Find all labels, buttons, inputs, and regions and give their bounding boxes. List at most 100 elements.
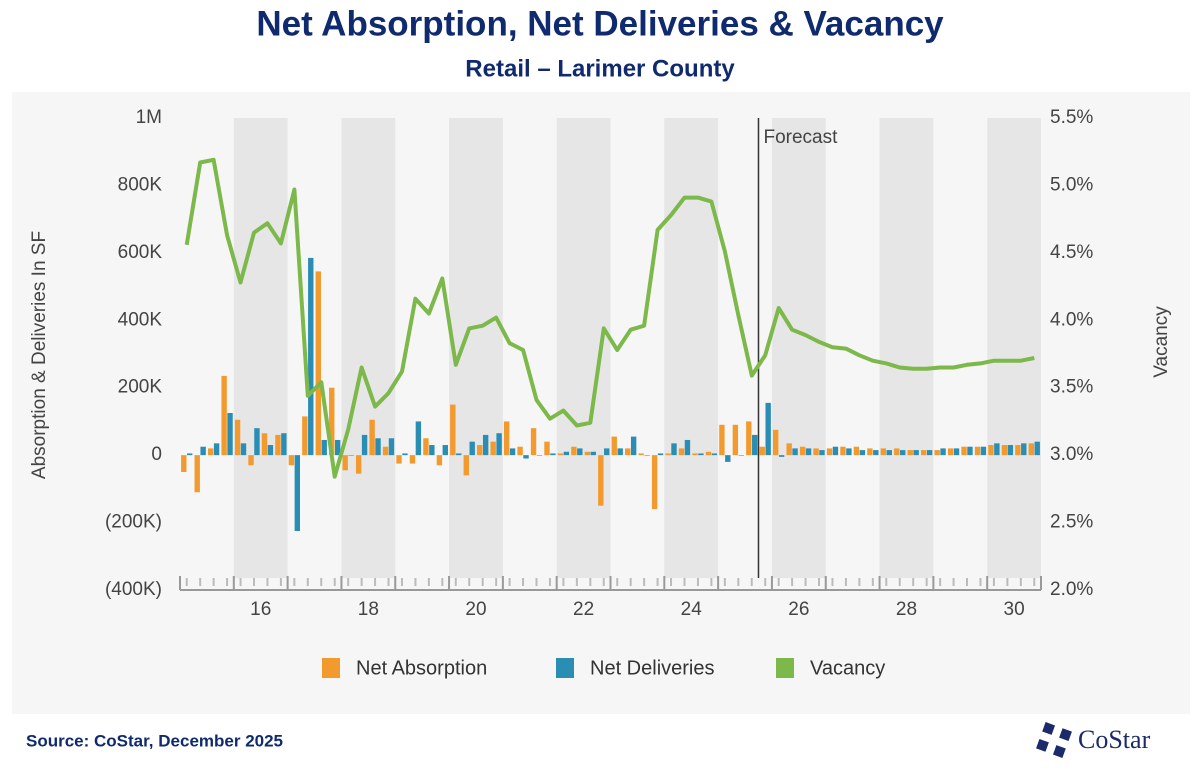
bar xyxy=(859,450,866,456)
legend-swatch xyxy=(776,658,794,678)
bar xyxy=(530,428,537,456)
bar xyxy=(778,455,785,457)
year-band xyxy=(233,118,288,578)
bar xyxy=(396,455,402,464)
bar xyxy=(786,443,792,456)
bar xyxy=(913,450,919,456)
bar xyxy=(329,387,335,456)
bar xyxy=(482,434,489,456)
logo: CoStar xyxy=(1078,725,1151,754)
bar xyxy=(900,450,906,456)
bar xyxy=(382,446,389,456)
bar xyxy=(920,450,927,456)
x-tick-label: 16 xyxy=(250,599,271,620)
bar xyxy=(832,446,839,456)
bar xyxy=(234,419,241,456)
legend-swatch xyxy=(322,658,340,678)
bar xyxy=(456,453,462,456)
bar xyxy=(638,453,644,456)
y2-tick-label: 5.0% xyxy=(1050,174,1093,195)
bar xyxy=(207,448,214,456)
bar xyxy=(940,448,946,456)
bar xyxy=(759,446,765,456)
legend-label: Vacancy xyxy=(810,657,885,679)
bar xyxy=(719,424,725,456)
bar xyxy=(678,448,685,456)
legend-label: Net Deliveries xyxy=(590,657,714,679)
bar xyxy=(496,433,502,456)
bar xyxy=(281,433,287,456)
bar xyxy=(657,453,664,456)
bar xyxy=(463,455,469,476)
bar xyxy=(604,448,610,456)
y2-tick-label: 4.0% xyxy=(1050,309,1093,330)
bar xyxy=(388,438,395,456)
x-tick-label: 28 xyxy=(896,599,917,620)
bar xyxy=(625,448,631,456)
bar xyxy=(644,455,650,456)
bar xyxy=(974,446,981,456)
y2-axis-label: Vacancy xyxy=(1151,306,1172,378)
bar xyxy=(550,453,556,456)
year-band xyxy=(664,118,719,578)
bar xyxy=(302,416,308,456)
bar xyxy=(732,424,739,456)
bar xyxy=(517,446,523,456)
bar xyxy=(671,443,677,456)
bar xyxy=(926,450,933,456)
bar xyxy=(1015,445,1021,456)
chart-title: Net Absorption, Net Deliveries & Vacancy xyxy=(256,4,944,43)
bar xyxy=(181,455,187,472)
y-tick-label: (400K) xyxy=(105,579,162,600)
bar xyxy=(409,455,416,464)
bar xyxy=(765,402,771,456)
y-axis-label: Absorption & Deliveries In SF xyxy=(29,231,50,479)
bar xyxy=(773,429,779,456)
bar xyxy=(1001,445,1008,456)
x-tick-label: 26 xyxy=(788,599,809,620)
bar xyxy=(907,450,913,456)
y2-tick-label: 4.5% xyxy=(1050,242,1093,263)
bar xyxy=(1007,445,1014,456)
bar xyxy=(961,446,967,456)
bar xyxy=(254,428,260,456)
y-tick-label: 200K xyxy=(118,377,163,398)
bar xyxy=(819,450,825,456)
bar xyxy=(738,455,744,456)
bar xyxy=(308,257,314,456)
x-tick-label: 24 xyxy=(681,599,703,620)
bar xyxy=(665,453,671,456)
bar xyxy=(813,448,819,456)
bar xyxy=(523,455,529,459)
bar xyxy=(267,445,274,456)
source: Source: CoStar, December 2025 xyxy=(26,731,283,750)
x-tick-label: 20 xyxy=(465,599,486,620)
bar xyxy=(227,413,233,456)
y-tick-label: 800K xyxy=(118,174,163,195)
bar xyxy=(651,455,658,510)
bar xyxy=(1021,443,1027,456)
x-tick-label: 18 xyxy=(358,599,379,620)
y-tick-label: 0 xyxy=(151,444,162,465)
chart-subtitle: Retail – Larimer County xyxy=(465,55,735,82)
bar xyxy=(194,455,200,493)
bar xyxy=(415,421,422,456)
y2-tick-label: 3.0% xyxy=(1050,444,1093,465)
year-band xyxy=(879,118,934,578)
bar xyxy=(1028,443,1035,456)
bar xyxy=(584,451,591,456)
bar xyxy=(536,455,543,456)
bar xyxy=(873,450,879,456)
bar xyxy=(894,448,900,456)
bar xyxy=(557,453,564,456)
x-tick-label: 22 xyxy=(573,599,594,620)
bar xyxy=(826,448,833,456)
bar xyxy=(240,443,247,456)
forecast-label: Forecast xyxy=(763,127,838,148)
y2-tick-label: 5.5% xyxy=(1050,107,1093,128)
bar xyxy=(402,453,408,456)
bar xyxy=(880,448,887,456)
y-tick-label: (200K) xyxy=(105,512,162,533)
legend-label: Net Absorption xyxy=(356,657,487,679)
bar xyxy=(334,439,341,456)
